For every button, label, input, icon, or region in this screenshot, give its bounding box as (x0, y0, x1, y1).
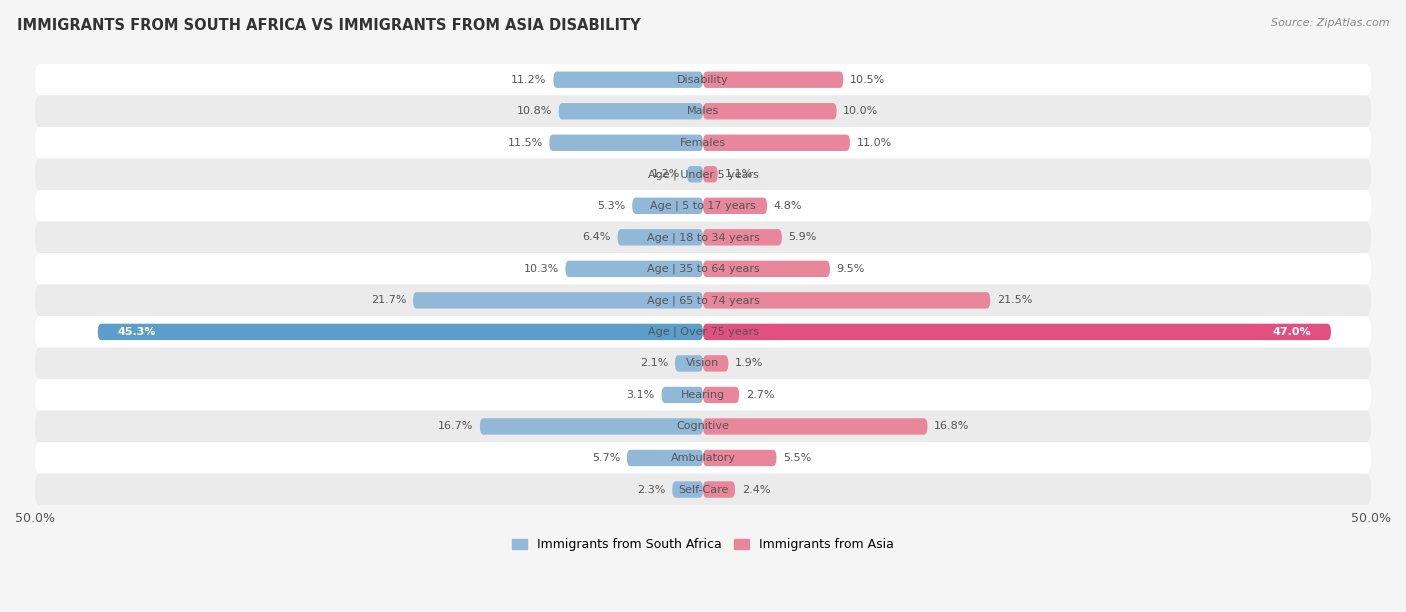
FancyBboxPatch shape (558, 103, 703, 119)
FancyBboxPatch shape (35, 95, 1371, 127)
Text: Males: Males (688, 106, 718, 116)
Text: 1.2%: 1.2% (652, 170, 681, 179)
FancyBboxPatch shape (703, 198, 768, 214)
Text: 2.1%: 2.1% (640, 359, 668, 368)
FancyBboxPatch shape (703, 261, 830, 277)
FancyBboxPatch shape (703, 481, 735, 498)
Text: Hearing: Hearing (681, 390, 725, 400)
Text: 3.1%: 3.1% (627, 390, 655, 400)
Text: Source: ZipAtlas.com: Source: ZipAtlas.com (1271, 18, 1389, 28)
FancyBboxPatch shape (633, 198, 703, 214)
FancyBboxPatch shape (703, 229, 782, 245)
Text: 47.0%: 47.0% (1272, 327, 1310, 337)
FancyBboxPatch shape (35, 316, 1371, 348)
Text: Ambulatory: Ambulatory (671, 453, 735, 463)
FancyBboxPatch shape (479, 418, 703, 435)
Text: Age | Over 75 years: Age | Over 75 years (648, 327, 758, 337)
Text: 2.3%: 2.3% (637, 485, 665, 494)
Text: 9.5%: 9.5% (837, 264, 865, 274)
Text: Females: Females (681, 138, 725, 147)
FancyBboxPatch shape (675, 355, 703, 371)
Text: 21.5%: 21.5% (997, 296, 1032, 305)
FancyBboxPatch shape (35, 285, 1371, 316)
FancyBboxPatch shape (98, 324, 703, 340)
Text: 2.4%: 2.4% (742, 485, 770, 494)
FancyBboxPatch shape (627, 450, 703, 466)
Text: Age | 35 to 64 years: Age | 35 to 64 years (647, 264, 759, 274)
Text: IMMIGRANTS FROM SOUTH AFRICA VS IMMIGRANTS FROM ASIA DISABILITY: IMMIGRANTS FROM SOUTH AFRICA VS IMMIGRAN… (17, 18, 641, 34)
FancyBboxPatch shape (688, 166, 703, 182)
Text: Vision: Vision (686, 359, 720, 368)
FancyBboxPatch shape (703, 135, 851, 151)
Text: 5.9%: 5.9% (789, 233, 817, 242)
Text: Self-Care: Self-Care (678, 485, 728, 494)
Text: 11.2%: 11.2% (512, 75, 547, 84)
Text: 4.8%: 4.8% (773, 201, 803, 211)
Text: Age | 5 to 17 years: Age | 5 to 17 years (650, 201, 756, 211)
Text: 1.9%: 1.9% (735, 359, 763, 368)
FancyBboxPatch shape (565, 261, 703, 277)
FancyBboxPatch shape (672, 481, 703, 498)
FancyBboxPatch shape (703, 324, 1331, 340)
FancyBboxPatch shape (703, 292, 990, 308)
FancyBboxPatch shape (703, 166, 717, 182)
Text: 11.5%: 11.5% (508, 138, 543, 147)
Text: 6.4%: 6.4% (582, 233, 610, 242)
Text: 5.3%: 5.3% (598, 201, 626, 211)
FancyBboxPatch shape (617, 229, 703, 245)
Text: 10.3%: 10.3% (523, 264, 558, 274)
FancyBboxPatch shape (703, 103, 837, 119)
FancyBboxPatch shape (550, 135, 703, 151)
FancyBboxPatch shape (554, 72, 703, 88)
FancyBboxPatch shape (35, 64, 1371, 95)
Text: Age | 65 to 74 years: Age | 65 to 74 years (647, 295, 759, 305)
FancyBboxPatch shape (703, 450, 776, 466)
FancyBboxPatch shape (35, 379, 1371, 411)
Text: 10.0%: 10.0% (844, 106, 879, 116)
Text: 5.7%: 5.7% (592, 453, 620, 463)
Text: 45.3%: 45.3% (118, 327, 156, 337)
FancyBboxPatch shape (703, 387, 740, 403)
Text: Disability: Disability (678, 75, 728, 84)
FancyBboxPatch shape (703, 418, 928, 435)
FancyBboxPatch shape (35, 348, 1371, 379)
Text: 11.0%: 11.0% (856, 138, 891, 147)
FancyBboxPatch shape (35, 222, 1371, 253)
Legend: Immigrants from South Africa, Immigrants from Asia: Immigrants from South Africa, Immigrants… (508, 534, 898, 556)
Text: 10.8%: 10.8% (516, 106, 553, 116)
Text: 16.8%: 16.8% (934, 422, 970, 431)
Text: 1.1%: 1.1% (724, 170, 752, 179)
FancyBboxPatch shape (35, 190, 1371, 222)
Text: Cognitive: Cognitive (676, 422, 730, 431)
FancyBboxPatch shape (35, 159, 1371, 190)
FancyBboxPatch shape (413, 292, 703, 308)
FancyBboxPatch shape (703, 355, 728, 371)
FancyBboxPatch shape (662, 387, 703, 403)
Text: 16.7%: 16.7% (437, 422, 474, 431)
Text: 10.5%: 10.5% (851, 75, 886, 84)
FancyBboxPatch shape (35, 127, 1371, 159)
FancyBboxPatch shape (35, 442, 1371, 474)
FancyBboxPatch shape (35, 474, 1371, 506)
FancyBboxPatch shape (35, 411, 1371, 442)
Text: 2.7%: 2.7% (745, 390, 775, 400)
Text: Age | Under 5 years: Age | Under 5 years (648, 169, 758, 179)
FancyBboxPatch shape (35, 253, 1371, 285)
FancyBboxPatch shape (703, 72, 844, 88)
Text: 5.5%: 5.5% (783, 453, 811, 463)
Text: Age | 18 to 34 years: Age | 18 to 34 years (647, 232, 759, 242)
Text: 21.7%: 21.7% (371, 296, 406, 305)
